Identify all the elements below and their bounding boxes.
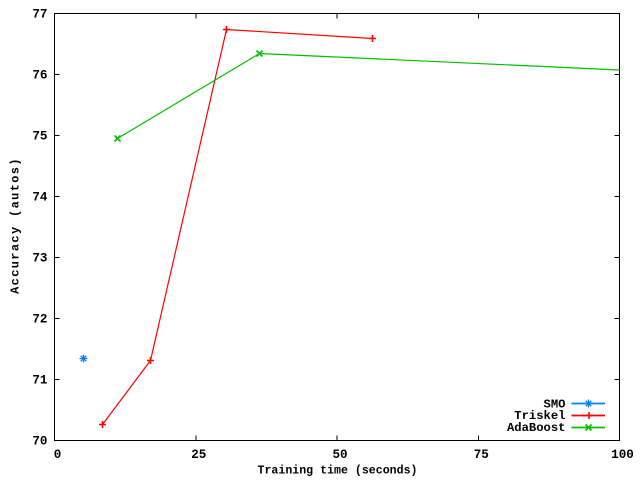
svg-text:75: 75 [474, 448, 489, 462]
svg-text:73: 73 [32, 252, 47, 266]
svg-text:25: 25 [191, 448, 206, 462]
svg-text:0: 0 [54, 448, 62, 462]
svg-text:Triskel: Triskel [514, 409, 565, 423]
svg-text:50: 50 [332, 448, 347, 462]
svg-text:SMO: SMO [544, 398, 566, 412]
svg-text:70: 70 [32, 435, 47, 449]
svg-text:74: 74 [32, 191, 48, 205]
svg-text:Training time (seconds): Training time (seconds) [257, 465, 417, 478]
svg-text:75: 75 [32, 130, 47, 144]
svg-text:77: 77 [32, 8, 47, 22]
svg-text:72: 72 [32, 313, 47, 327]
svg-text:AdaBoost: AdaBoost [507, 421, 566, 435]
svg-text:Accuracy (autos): Accuracy (autos) [9, 157, 23, 294]
svg-text:100: 100 [611, 448, 634, 462]
svg-text:76: 76 [32, 69, 47, 83]
svg-text:71: 71 [32, 374, 48, 388]
